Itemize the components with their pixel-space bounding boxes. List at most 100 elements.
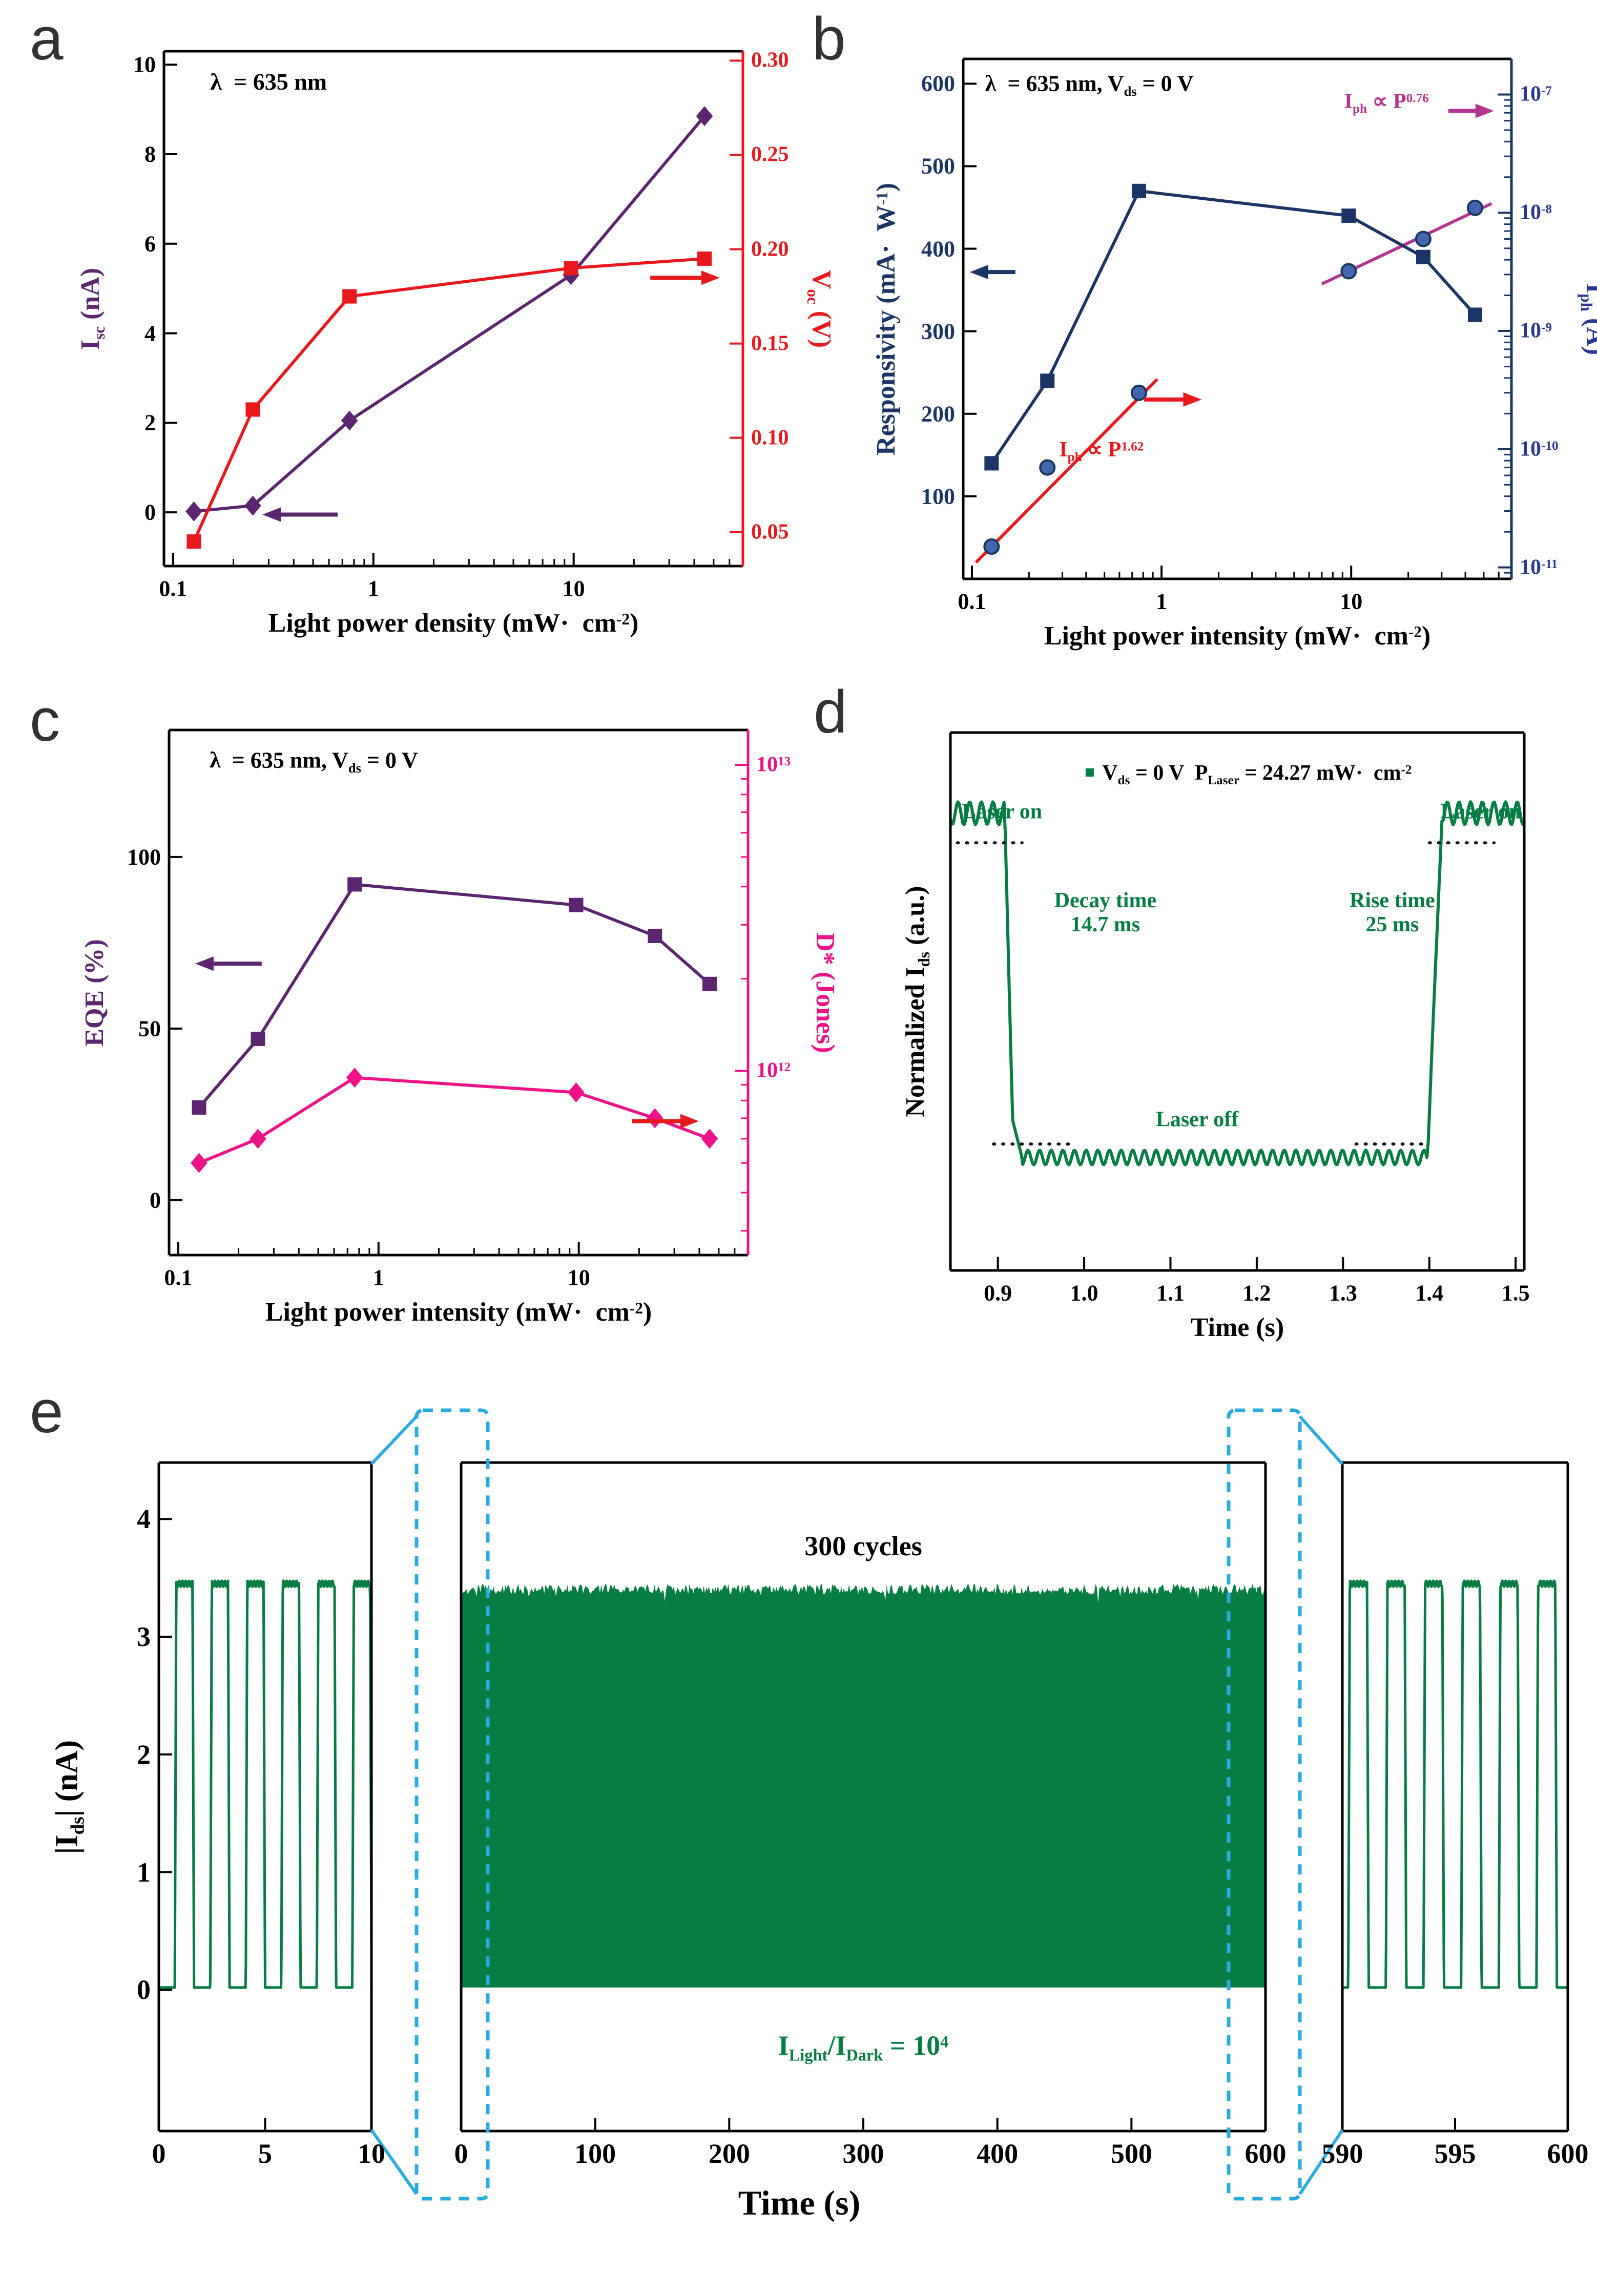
b-Responsivity-marker-square <box>1341 208 1356 223</box>
c-rlabel: D* (Jones) <box>811 932 840 1053</box>
e-right-pulses <box>1341 1579 1569 1989</box>
b-Responsivity-marker-square <box>1040 373 1055 388</box>
a-rtick-label: 0.25 <box>751 142 789 166</box>
a-V_oc-marker-square <box>697 251 712 266</box>
d-annotation-4: Rise time 25 ms <box>1350 888 1435 936</box>
e-mid-annotation-0: 300 cycles <box>804 1530 922 1561</box>
a-series-I_sc <box>194 115 706 513</box>
a-I_sc-marker-diamond <box>341 410 358 431</box>
d-xtick-label: 1.5 <box>1501 1280 1530 1306</box>
a-ytick-label: 10 <box>133 52 156 77</box>
a-annotation-0: λ = 635 nm <box>210 69 327 95</box>
b-xtick-label: 1 <box>1156 589 1168 614</box>
a-ytick-label: 0 <box>144 499 156 525</box>
c-series-EQE <box>198 883 711 1109</box>
a-I_sc-marker-diamond <box>244 495 261 516</box>
c-ytick-label: 100 <box>127 844 161 870</box>
d-ylabel: Normalized Ids (a.u.) <box>901 886 933 1117</box>
d-annotation-1: Laser on <box>962 800 1043 824</box>
e-mid-xtick-label: 200 <box>708 2138 750 2169</box>
b-xtick-label: 0.1 <box>958 589 986 614</box>
c-EQE-marker-square <box>192 1100 206 1115</box>
c-0-arrow-head <box>195 956 214 971</box>
a-rtick-label: 0.05 <box>751 520 789 544</box>
a-V_oc-marker-square <box>245 402 260 417</box>
e-mid-xtick-label: 400 <box>977 2138 1019 2169</box>
c-D_star-marker-diamond <box>346 1068 363 1088</box>
e-left-pulses <box>158 1579 373 1989</box>
d-annotation-3: Decay time 14.7 ms <box>1054 888 1157 936</box>
b-ytick-label: 400 <box>921 236 955 261</box>
c-D_star-marker-diamond <box>701 1129 718 1149</box>
b-I_ph_high-marker-circle <box>1466 199 1483 216</box>
e-mid-annotation-1: ILight/IDark = 104 <box>778 2030 949 2065</box>
c-xtick-label: 10 <box>567 1265 590 1290</box>
b-rtick-label: 10-11 <box>1520 555 1558 579</box>
e-left-ylabel: |Ids| (nA) <box>49 1740 89 1854</box>
a-V_oc-marker-square <box>342 289 357 304</box>
d-annotation-0: Vds = 0 V PLaser = 24.27 mW· cm-2 <box>1086 761 1412 788</box>
b-ytick-label: 100 <box>921 484 955 509</box>
a-V_oc-marker-square <box>186 534 201 549</box>
a-ytick-label: 2 <box>144 410 156 435</box>
e-left-ytick-label: 1 <box>137 1856 151 1888</box>
e-time-axis-label: Time (s) <box>738 2183 861 2222</box>
panel-letter-c: c <box>30 686 60 754</box>
b-annotation-0: λ = 635 nm, Vds = 0 V <box>985 71 1194 99</box>
zoom-connector-0 <box>370 1415 418 1466</box>
c-EQE-marker-square <box>251 1031 265 1046</box>
b-I_ph_low-marker-circle <box>1130 384 1147 401</box>
e-left-xtick-label: 10 <box>358 2138 385 2169</box>
a-rtick-label: 0.10 <box>751 426 789 450</box>
e-left-ytick-label: 3 <box>137 1621 151 1652</box>
e-right-xtick-label: 595 <box>1434 2138 1476 2169</box>
c-1-arrow-head <box>680 1114 699 1129</box>
c-EQE-marker-square <box>648 928 662 943</box>
b-annotation-1: Iph ∝ P0.76 <box>1344 90 1429 116</box>
a-rtick-label: 0.20 <box>751 237 789 261</box>
c-rtick-label: 1013 <box>756 753 791 777</box>
b-I_ph_high-marker-circle <box>1415 231 1432 247</box>
b-I_ph_low-marker-circle <box>983 538 1000 555</box>
b-annotation-2: Iph ∝ P1.62 <box>1059 438 1144 465</box>
d-xtick-label: 1.4 <box>1415 1280 1444 1306</box>
b-Responsivity-marker-square <box>1467 307 1482 322</box>
c-ylabel: EQE (%) <box>79 938 109 1047</box>
c-ytick-label: 0 <box>150 1187 161 1213</box>
b-rlabel: Iph (A) <box>1578 283 1597 355</box>
b-powerline-0 <box>974 378 1158 563</box>
b-1-arrow-head <box>1183 392 1202 407</box>
c-D_star-marker-diamond <box>568 1082 585 1103</box>
a-ytick-label: 4 <box>144 320 156 346</box>
panel-letter-a: a <box>30 5 64 73</box>
e-left-xtick-label: 5 <box>258 2138 272 2169</box>
a-series-V_oc <box>192 257 705 542</box>
a-rtick-label: 0.15 <box>751 331 789 356</box>
b-Responsivity-marker-square <box>1131 183 1146 198</box>
panel-letter-d: d <box>814 678 847 746</box>
zoom-dashed-box-0 <box>414 1408 490 2201</box>
e-mid-xtick-label: 100 <box>574 2138 616 2169</box>
zoom-dashed-box-1 <box>1227 1408 1302 2201</box>
e-left-ytick-label: 2 <box>137 1739 151 1770</box>
b-rtick-label: 10-7 <box>1520 82 1552 106</box>
zoom-connector-1 <box>370 2129 418 2195</box>
c-EQE-marker-square <box>569 897 584 912</box>
e-left-ytick-label: 0 <box>137 1974 151 2006</box>
c-D_star-marker-diamond <box>250 1129 266 1149</box>
d-annotation-5: Laser off <box>1155 1108 1239 1132</box>
a-1-arrow-head <box>701 270 720 285</box>
b-series-Responsivity <box>990 189 1477 465</box>
b-ytick-label: 500 <box>921 153 955 179</box>
c-D_star-marker-diamond <box>191 1153 208 1173</box>
a-xtick-label: 10 <box>562 576 585 601</box>
b-xtick-label: 10 <box>1340 589 1363 614</box>
e-mid-xtick-label: 300 <box>842 2138 884 2169</box>
a-xtick-label: 1 <box>367 576 379 601</box>
e-left-xtick-label: 0 <box>152 2138 166 2169</box>
b-xlabel: Light power intensity (mW· cm-2) <box>1044 621 1431 651</box>
b-ytick-label: 200 <box>921 401 955 427</box>
c-xtick-label: 0.1 <box>164 1265 193 1290</box>
d-xtick-label: 1.2 <box>1242 1280 1271 1306</box>
